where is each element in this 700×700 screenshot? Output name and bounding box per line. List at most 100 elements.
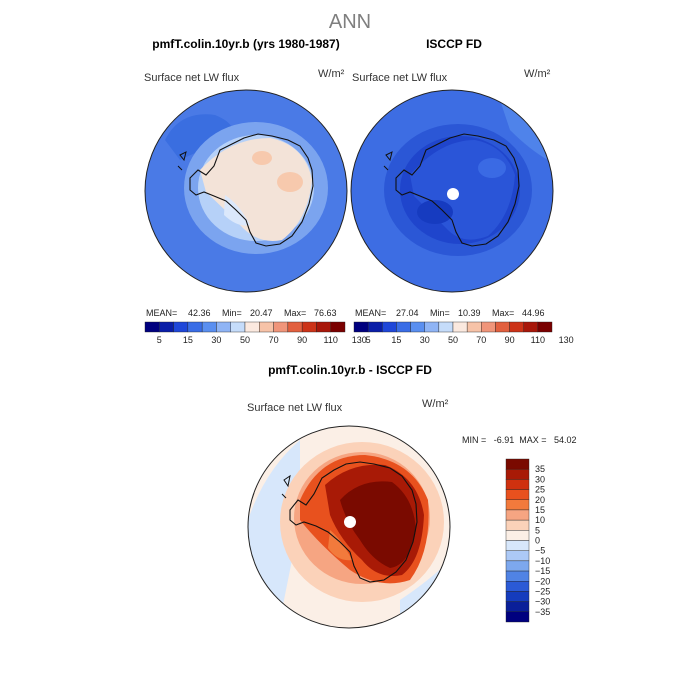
stat-min-value: 20.47 [250, 308, 273, 318]
south-america-tip [177, 151, 187, 171]
top-left-panel: pmfT.colin.10yr.b (yrs 1980-1987) Surfac… [144, 37, 367, 345]
colorbar-swatch [505, 519, 530, 531]
colorbar-swatch [301, 321, 317, 333]
colorbar-swatch [367, 321, 383, 333]
colorbar-tick-label: −30 [535, 597, 550, 607]
stat-mean-label: MEAN= [355, 308, 386, 318]
colorbar-tick-label: 130 [559, 335, 574, 345]
colorbar-tick-label: −15 [535, 566, 550, 576]
colorbar-tick-label: 15 [535, 505, 545, 515]
colorbar-tick-label: 90 [297, 335, 307, 345]
colorbar-swatch [523, 321, 539, 333]
colorbar-swatch [187, 321, 203, 333]
colorbar-swatch [216, 321, 231, 333]
field-region-plateau-max [277, 172, 303, 192]
map-field [145, 90, 347, 292]
colorbar-swatch [505, 540, 530, 551]
panel-title: ISCCP FD [426, 37, 482, 51]
field-region-interior-max [340, 481, 416, 568]
colorbar-tick-label: 5 [366, 335, 371, 345]
colorbar: 5 15 30 50 70 90 110 130 [353, 321, 574, 345]
colorbar-tick-label: 130 [352, 335, 367, 345]
antarctica-coastline [289, 461, 418, 583]
colorbar-tick-label: 90 [505, 335, 515, 345]
minmax-label: MIN = -6.91 MAX = 54.02 [462, 435, 577, 445]
panel-title: pmfT.colin.10yr.b (yrs 1980-1987) [152, 37, 339, 51]
colorbar-tick-label: 30 [211, 335, 221, 345]
field-region-light-patch [500, 100, 548, 160]
antarctica-coastline [395, 133, 520, 247]
stat-mean-label: MEAN= [146, 308, 177, 318]
colorbar-swatch [505, 560, 530, 572]
colorbar-tick-label: 50 [448, 335, 458, 345]
panel-title: pmfT.colin.10yr.b - ISCCP FD [268, 363, 432, 377]
colorbar-swatch [495, 321, 510, 333]
colorbar-swatch [396, 321, 411, 333]
top-right-panel: ISCCP FD Surface net LW flux W/m² MEAN= … [350, 37, 574, 345]
colorbar-swatch [505, 468, 530, 480]
map-boundary [144, 89, 348, 293]
missing-data-pole [447, 188, 459, 200]
colorbar-swatch [287, 321, 303, 333]
units-label: W/m² [422, 398, 449, 410]
variable-label: Surface net LW flux [144, 72, 240, 84]
map-boundary [350, 89, 554, 293]
colorbar-tick-label: 5 [157, 335, 162, 345]
colorbar-swatch [259, 321, 274, 333]
stat-mean-value: 27.04 [396, 308, 419, 318]
map-boundary [247, 425, 451, 629]
page-title: ANN [329, 11, 371, 33]
colorbar-swatch [410, 321, 425, 333]
stat-max-value: 76.63 [314, 308, 337, 318]
colorbar-tick-label: 30 [535, 474, 545, 484]
colorbar-swatch [244, 321, 260, 333]
colorbar-tick-label: 35 [535, 464, 545, 474]
colorbar-tick-label: 110 [531, 335, 545, 345]
colorbar-tick-label: 30 [420, 335, 430, 345]
colorbar-swatch [481, 321, 496, 333]
field-region-plateau [200, 138, 312, 241]
colorbar-tick-label: −5 [535, 546, 545, 556]
colorbar-tick-label: 50 [240, 335, 250, 345]
field-region-plateau-max-2 [252, 151, 272, 165]
variable-label: Surface net LW flux [352, 72, 448, 84]
colorbar-tick-label: 70 [476, 335, 486, 345]
stat-min-value: 10.39 [458, 308, 481, 318]
colorbar-swatch [505, 530, 530, 541]
colorbar-swatch [505, 601, 530, 613]
colorbar-swatch [452, 321, 468, 333]
colorbar-swatch [505, 570, 530, 582]
colorbar-swatch [424, 321, 440, 333]
colorbar-swatch [230, 321, 246, 333]
colorbar-swatch [509, 321, 524, 333]
colorbar-tick-label: 25 [535, 485, 545, 495]
colorbar-swatch [505, 479, 530, 490]
colorbar-swatch [438, 321, 454, 333]
colorbar-swatch [353, 321, 369, 333]
stat-min-label: Min= [430, 308, 450, 318]
units-label: W/m² [524, 68, 551, 80]
colorbar-swatch [505, 509, 530, 521]
colorbar: 5 15 30 50 70 90 110 130 [144, 321, 367, 345]
stat-max-label: Max= [284, 308, 306, 318]
colorbar-swatch [537, 321, 553, 333]
field-region-dark-patch [165, 114, 233, 160]
variable-label: Surface net LW flux [247, 402, 343, 414]
colorbar-swatch [316, 321, 331, 333]
colorbar-swatch [505, 581, 530, 592]
colorbar-tick-label: −10 [535, 556, 550, 566]
colorbar-tick-label: −35 [535, 607, 550, 617]
colorbar-tick-label: 110 [324, 335, 338, 345]
colorbar-tick-label: 20 [535, 495, 545, 505]
colorbar-swatch [505, 591, 530, 602]
colorbar-swatch [273, 321, 289, 333]
colorbar-tick-label: 10 [535, 515, 545, 525]
colorbar-swatch [505, 489, 530, 500]
colorbar-swatch [330, 321, 346, 333]
colorbar-swatch [466, 321, 482, 333]
colorbar-swatch [505, 611, 530, 623]
colorbar-swatch [382, 321, 397, 333]
south-america-tip [281, 474, 291, 499]
units-label: W/m² [318, 68, 345, 80]
